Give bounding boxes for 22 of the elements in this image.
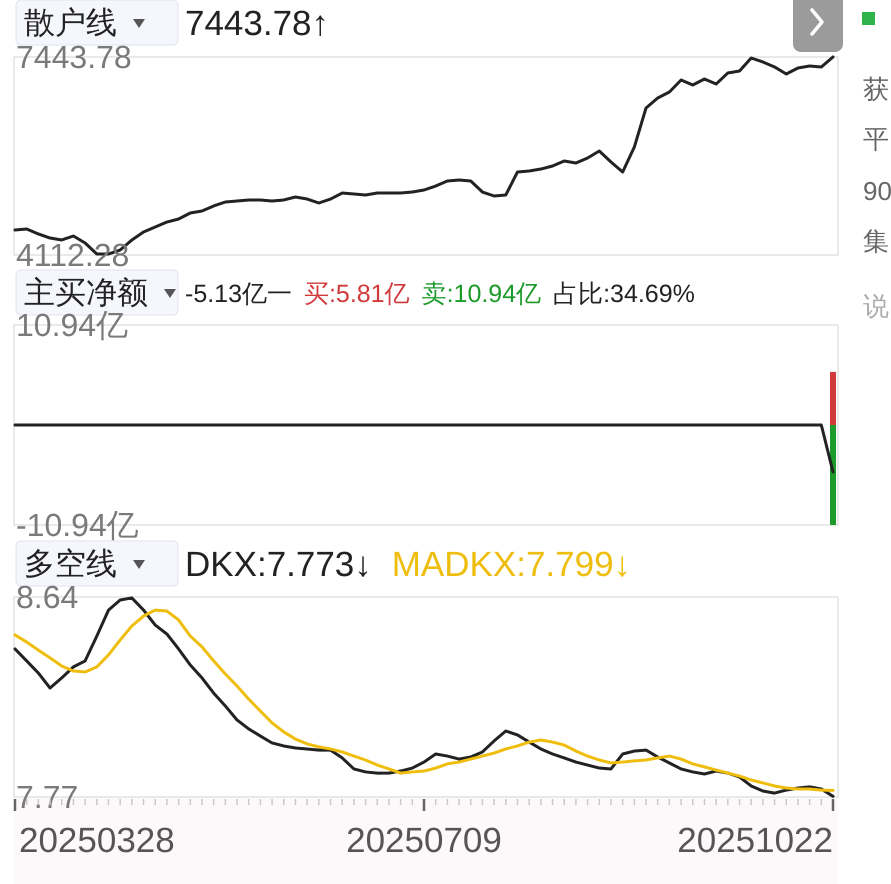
text: 20250328 xyxy=(19,821,175,860)
text: 卖:10.94亿 xyxy=(422,280,542,308)
text: MADKX:7.799↓ xyxy=(392,545,632,584)
dropdown: 散户线 xyxy=(16,0,178,46)
text: 20251022 xyxy=(677,821,833,860)
y-tick-label: -10.94亿 xyxy=(16,507,139,543)
series-label: DKX:7.773↓ xyxy=(185,545,372,584)
chart-title: 主买净额 xyxy=(24,275,148,310)
text: 集 xyxy=(863,226,889,256)
text: 获 xyxy=(863,74,889,104)
chart-title: 多空线 xyxy=(24,546,117,581)
text: 平 xyxy=(863,124,889,154)
text: 90 xyxy=(863,176,891,206)
y-tick-label: 7.77 xyxy=(16,779,78,815)
chart-title: 散户线 xyxy=(24,5,117,40)
text: 说 xyxy=(863,291,889,321)
chart-subtitle: 7443.78↑ xyxy=(185,4,330,43)
text: -5.13亿一 xyxy=(185,280,292,308)
dropdown: 多空线 xyxy=(16,540,178,586)
text: 20250709 xyxy=(346,821,502,860)
text: 买:5.81亿 xyxy=(304,280,410,308)
text: 占比:34.69% xyxy=(553,280,695,308)
